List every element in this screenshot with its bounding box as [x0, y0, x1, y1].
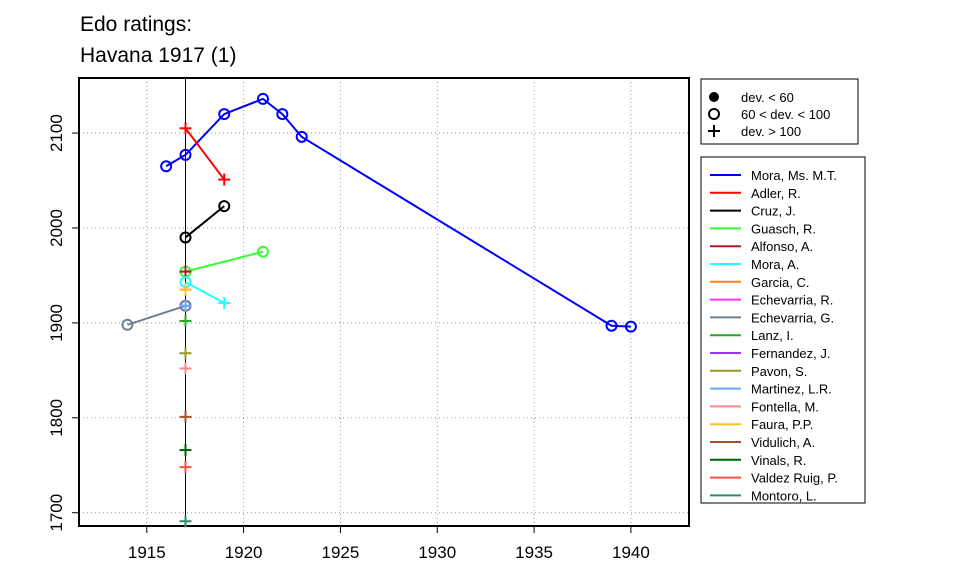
series-legend-label: Faura, P.P. — [751, 417, 813, 432]
x-tick-label: 1935 — [515, 543, 553, 562]
series-line — [185, 250, 264, 273]
marker-legend-label: dev. > 100 — [741, 124, 801, 139]
y-tick-label: 1700 — [47, 494, 66, 532]
data-point — [218, 108, 231, 121]
series-legend-label: Alfonso, A. — [751, 239, 813, 254]
legends: dev. < 60 60 < dev. < 100 dev. > 100 Mora, … — [700, 78, 866, 504]
x-tick-label: 1940 — [612, 543, 650, 562]
data-point — [179, 148, 192, 161]
series-legend-label: Echevarria, G. — [751, 310, 834, 325]
series-legend-label: Adler, R. — [751, 186, 801, 201]
y-tick-label: 1800 — [47, 399, 66, 437]
marker-legend-symbol — [708, 108, 720, 120]
y-tick-label: 2100 — [47, 114, 66, 152]
data-point — [295, 130, 308, 143]
series-legend-box — [700, 156, 866, 504]
x-tick-label: 1915 — [128, 543, 166, 562]
series-legend-label: Lanz, I. — [751, 328, 794, 343]
data-point — [179, 283, 192, 296]
series-legend-label: Vidulich, A. — [751, 435, 815, 450]
series-legend-label: Guasch, R. — [751, 221, 816, 236]
grid — [79, 78, 689, 526]
marker-legend-symbol — [709, 92, 719, 102]
series-legend-label: Pavon, S. — [751, 364, 807, 379]
series-legend-label: Valdez Ruig, P. — [751, 471, 838, 486]
x-tick-label: 1920 — [225, 543, 263, 562]
series-legend-label: Martinez, L.R. — [751, 382, 832, 397]
data-point — [179, 299, 192, 312]
data-point — [218, 200, 231, 213]
marker-legend-label: dev. < 60 — [741, 90, 794, 105]
data-point — [624, 320, 637, 333]
series-legend-label: Echevarria, R. — [751, 293, 833, 308]
y-tick-label: 2000 — [47, 209, 66, 247]
series-legend-label: Mora, A. — [751, 257, 799, 272]
data-point — [160, 160, 173, 173]
series-legend-label: Fontella, M. — [751, 399, 819, 414]
series-legend-label: Fernandez, J. — [751, 346, 831, 361]
series-line — [184, 127, 226, 181]
series-line — [165, 97, 631, 328]
data-point — [179, 410, 192, 423]
series-line — [185, 281, 225, 304]
series-legend-label: Vinals, R. — [751, 453, 806, 468]
data-point — [179, 444, 192, 457]
series-line — [184, 205, 225, 239]
data-point — [179, 265, 192, 278]
series-legend-label: Mora, Ms. M.T. — [751, 168, 837, 183]
data-point — [121, 318, 134, 331]
data-point — [179, 314, 192, 327]
series-legend-label: Montoro, L. — [751, 488, 817, 503]
chart-title-line-2: Havana 1917 (1) — [80, 44, 236, 67]
series-line — [127, 304, 186, 326]
marker-legend-box — [700, 78, 859, 145]
data-point — [179, 515, 192, 528]
data-point — [256, 92, 269, 105]
series-legend-label: Garcia, C. — [751, 275, 810, 290]
data-point — [605, 319, 618, 332]
marker-legend-label: 60 < dev. < 100 — [741, 107, 830, 122]
data-point — [179, 362, 192, 375]
data-point — [179, 461, 192, 474]
x-tick-label: 1925 — [322, 543, 360, 562]
data-point — [218, 173, 231, 186]
data-point — [218, 296, 231, 309]
plot-frame — [78, 77, 690, 527]
data-point — [179, 231, 192, 244]
data-point — [179, 122, 192, 135]
data-point — [179, 347, 192, 360]
data-point — [276, 108, 289, 121]
y-tick-label: 1900 — [47, 304, 66, 342]
marker-legend-symbol — [708, 125, 720, 137]
x-tick-label: 1930 — [418, 543, 456, 562]
plot-series — [121, 92, 637, 528]
series-legend-label: Cruz, J. — [751, 204, 796, 219]
axes: 1915 1920 1925 1930 1935 1940 1700 1800 1900 2000… — [47, 77, 690, 562]
chart-title-line-1: Edo ratings: — [80, 13, 192, 36]
data-point — [256, 245, 269, 258]
